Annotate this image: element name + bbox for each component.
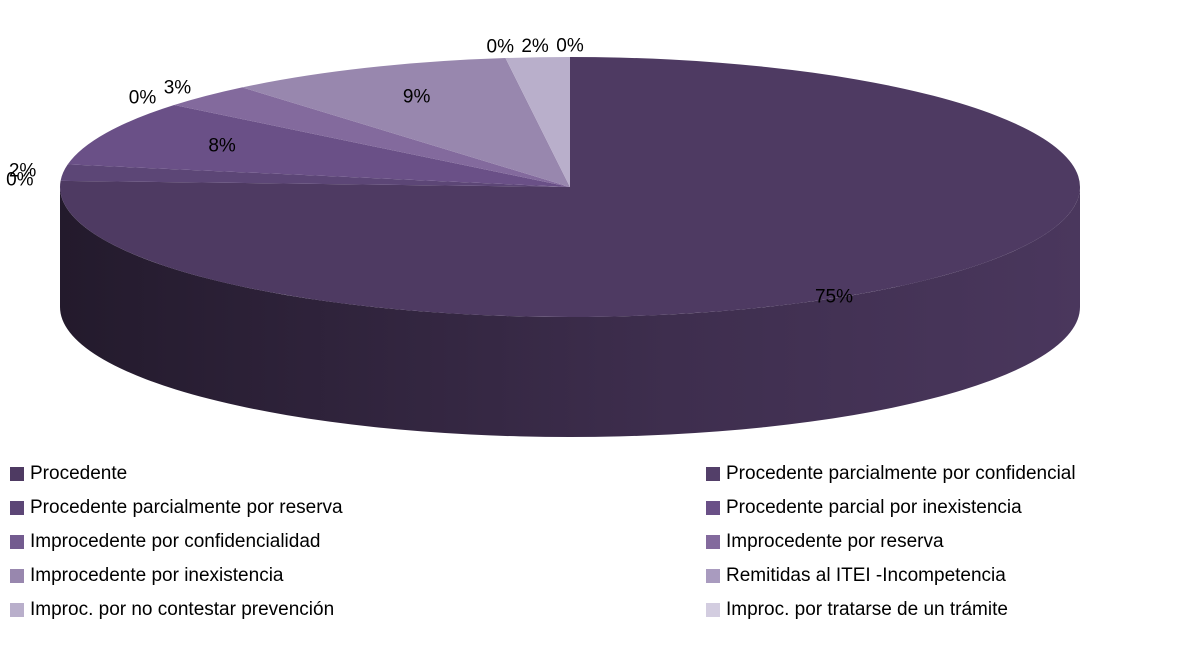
legend-swatch xyxy=(706,569,720,583)
pie-slice xyxy=(242,58,570,188)
data-label: 8% xyxy=(208,136,236,157)
legend-swatch xyxy=(10,501,24,515)
legend-label: Improcedente por reserva xyxy=(726,531,944,552)
legend-label: Procedente xyxy=(30,463,127,484)
data-label: 0% xyxy=(556,36,584,57)
pie-slice xyxy=(174,87,571,187)
legend-label: Procedente parcial por inexistencia xyxy=(726,497,1022,518)
legend-label: Remitidas al ITEI -Incompetencia xyxy=(726,565,1006,586)
pie-slice xyxy=(60,164,570,187)
legend-swatch xyxy=(706,603,720,617)
legend-label: Improc. por no contestar prevención xyxy=(30,599,334,620)
legend-swatch xyxy=(10,569,24,583)
data-label: 0% xyxy=(129,87,157,108)
legend-swatch xyxy=(10,467,24,481)
legend-label: Improcedente por inexistencia xyxy=(30,565,284,586)
legend-swatch xyxy=(706,467,720,481)
legend-label: Procedente parcialmente por confidencial xyxy=(726,463,1076,484)
legend-label: Improcedente por confidencialidad xyxy=(30,531,320,552)
pie-side xyxy=(60,187,1080,437)
data-label: 75% xyxy=(815,287,853,308)
data-label: 3% xyxy=(164,78,192,99)
legend-label: Procedente parcialmente por reserva xyxy=(30,497,343,518)
legend-swatch xyxy=(706,501,720,515)
pie-slice xyxy=(505,57,570,187)
legend-swatch xyxy=(706,535,720,549)
pie-slice xyxy=(67,105,570,187)
legend-swatch xyxy=(10,535,24,549)
legend-swatch xyxy=(10,603,24,617)
data-label: 0% xyxy=(487,37,515,58)
pie-slice xyxy=(60,57,1081,317)
data-label: 2% xyxy=(9,160,37,181)
data-label: 9% xyxy=(403,87,431,108)
legend-label: Improc. por tratarse de un trámite xyxy=(726,599,1008,620)
data-label: 0% xyxy=(6,169,34,190)
data-label: 2% xyxy=(521,36,549,57)
